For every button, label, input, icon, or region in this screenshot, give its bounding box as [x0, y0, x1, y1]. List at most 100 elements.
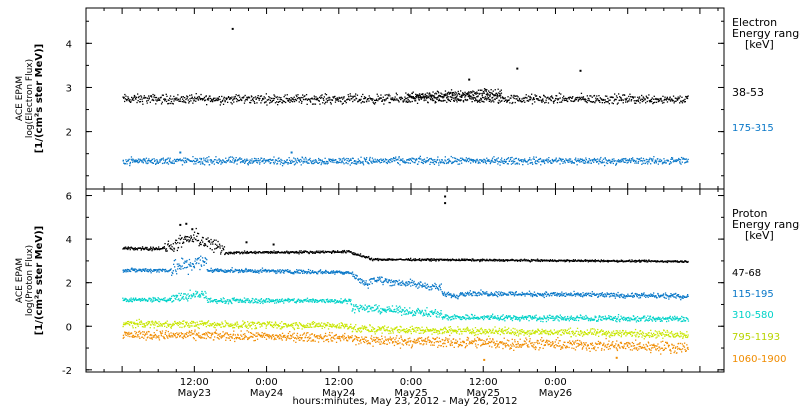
data-point: [382, 259, 384, 261]
data-point: [584, 292, 586, 295]
data-point: [154, 269, 156, 271]
data-point: [211, 249, 213, 251]
data-point: [470, 91, 472, 93]
data-point: [615, 260, 618, 262]
data-point: [178, 237, 180, 240]
data-point: [219, 159, 221, 161]
data-point: [479, 99, 481, 101]
data-point: [199, 296, 202, 298]
data-point: [404, 162, 406, 164]
data-point: [408, 283, 410, 285]
data-point: [268, 271, 271, 273]
data-point: [521, 294, 523, 296]
data-point: [385, 99, 387, 101]
data-point: [681, 96, 683, 98]
data-point: [192, 295, 194, 297]
data-point: [217, 240, 219, 243]
data-point: [163, 159, 165, 161]
series-proton-115-195: [122, 255, 689, 301]
data-point: [207, 301, 209, 303]
data-point: [213, 100, 215, 102]
data-point: [435, 161, 438, 164]
data-point: [493, 258, 495, 260]
data-point: [282, 269, 284, 271]
data-point: [219, 161, 221, 163]
data-point: [207, 98, 209, 100]
data-point: [134, 160, 137, 162]
data-point: [127, 300, 129, 302]
data-point: [227, 160, 229, 162]
data-point: [331, 99, 334, 101]
data-point: [360, 161, 362, 163]
data-point: [671, 158, 673, 160]
data-point: [641, 259, 643, 261]
data-point: [645, 260, 648, 262]
data-point: [360, 98, 362, 100]
data-point: [449, 260, 451, 262]
data-point: [547, 161, 549, 164]
data-point: [549, 99, 552, 101]
data-point: [326, 99, 329, 102]
data-point: [313, 162, 316, 164]
data-point: [140, 160, 143, 162]
data-point: [460, 99, 462, 101]
data-point: [233, 271, 235, 273]
data-point: [678, 98, 680, 100]
data-point: [151, 96, 153, 98]
data-point: [595, 99, 597, 101]
data-point: [336, 98, 338, 100]
data-point: [625, 99, 627, 101]
data-point: [443, 96, 445, 98]
data-point: [684, 158, 686, 160]
data-point: [446, 258, 449, 260]
data-point: [538, 260, 540, 262]
data-point: [547, 102, 550, 104]
data-point: [566, 159, 568, 162]
data-point: [598, 163, 600, 165]
data-point: [282, 100, 285, 102]
data-point: [184, 157, 187, 159]
data-point: [552, 100, 554, 103]
data-point: [186, 97, 188, 99]
data-point: [652, 98, 655, 100]
data-point: [494, 89, 496, 91]
data-point: [576, 294, 578, 296]
data-point: [628, 98, 631, 100]
data-point: [409, 94, 411, 96]
data-point: [200, 93, 202, 96]
data-point: [494, 159, 496, 161]
data-point: [492, 259, 494, 262]
data-point: [301, 252, 303, 254]
data-point: [183, 262, 186, 264]
data-point: [133, 299, 135, 302]
data-point: [590, 162, 592, 164]
data-point: [462, 100, 464, 102]
data-point: [439, 258, 441, 260]
data-point: [515, 98, 517, 100]
data-point: [178, 264, 180, 267]
data-point: [323, 163, 325, 165]
data-point: [538, 293, 540, 295]
data-point: [437, 156, 439, 158]
data-point: [181, 164, 184, 166]
data-point: [618, 93, 620, 95]
data-point: [681, 102, 684, 104]
data-point: [272, 159, 274, 161]
data-point: [420, 158, 422, 160]
data-point: [355, 160, 357, 162]
data-point: [259, 251, 261, 253]
data-point: [675, 159, 677, 161]
data-point: [552, 97, 554, 99]
data-point: [529, 292, 532, 294]
data-point: [559, 163, 561, 165]
data-point: [482, 96, 484, 99]
data-point: [668, 163, 671, 165]
data-point: [464, 94, 466, 96]
data-point: [393, 157, 395, 159]
data-point: [417, 97, 419, 99]
data-point: [124, 163, 126, 165]
data-point: [452, 97, 454, 99]
data-point: [458, 258, 460, 260]
data-point: [410, 158, 412, 161]
data-point: [538, 99, 540, 102]
